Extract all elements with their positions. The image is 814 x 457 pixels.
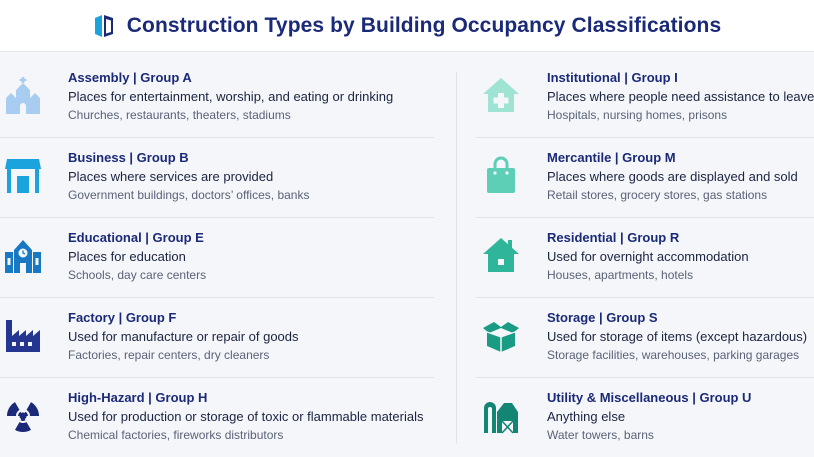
occupancy-title: Mercantile | Group M — [547, 150, 676, 165]
brand-logo-icon — [94, 14, 113, 37]
hospital-icon — [483, 78, 519, 112]
occupancy-description: Used for storage of items (except hazard… — [547, 329, 808, 344]
occupancy-examples: Government buildings, doctors’ offices, … — [68, 188, 310, 202]
occupancy-description: Used for production or storage of toxic … — [68, 409, 424, 424]
right-column: Institutional | Group I Places where peo… — [476, 58, 814, 457]
row-divider — [0, 377, 434, 378]
occupancy-description: Used for overnight accommodation — [547, 249, 749, 264]
occupancy-description: Anything else — [547, 409, 626, 424]
row-divider — [476, 377, 814, 378]
occupancy-description: Places where services are provided — [68, 169, 274, 184]
occupancy-row-educational: Educational | Group E Places for educati… — [0, 218, 434, 298]
occupancy-title: Institutional | Group I — [547, 70, 678, 85]
occupancy-examples: Factories, repair centers, dry cleaners — [68, 348, 270, 362]
occupancy-title: Assembly | Group A — [68, 70, 192, 85]
open-box-icon — [483, 322, 519, 352]
occupancy-title: Utility & Miscellaneous | Group U — [547, 390, 752, 405]
church-icon — [6, 77, 40, 114]
house-icon — [483, 238, 519, 272]
occupancy-row-assembly: Assembly | Group A Places for entertainm… — [0, 58, 434, 138]
occupancy-row-business: Business | Group B Places where services… — [0, 138, 434, 218]
occupancy-examples: Storage facilities, warehouses, parking … — [547, 348, 800, 362]
occupancy-examples: Schools, day care centers — [68, 268, 207, 282]
occupancy-examples: Chemical factories, fireworks distributo… — [68, 428, 284, 442]
occupancy-row-utility: Utility & Miscellaneous | Group U Anythi… — [476, 378, 814, 457]
occupancy-description: Places where people need assistance to l… — [547, 89, 814, 104]
occupancy-examples: Water towers, barns — [547, 428, 654, 442]
occupancy-title: High-Hazard | Group H — [68, 390, 208, 405]
occupancy-row-factory: Factory | Group F Used for manufacture o… — [0, 298, 434, 378]
radiation-icon — [6, 402, 40, 433]
occupancy-title: Educational | Group E — [68, 230, 204, 245]
occupancy-title: Business | Group B — [68, 150, 189, 165]
page-header: Construction Types by Building Occupancy… — [0, 0, 814, 52]
occupancy-description: Used for manufacture or repair of goods — [68, 329, 299, 344]
occupancy-description: Places where goods are displayed and sol… — [547, 169, 798, 184]
occupancy-row-residential: Residential | Group R Used for overnight… — [476, 218, 814, 298]
page-title: Construction Types by Building Occupancy… — [126, 13, 722, 37]
occupancy-row-mercantile: Mercantile | Group M Places where goods … — [476, 138, 814, 218]
occupancy-row-high-hazard: High-Hazard | Group H Used for productio… — [0, 378, 434, 457]
occupancy-examples: Hospitals, nursing homes, prisons — [547, 108, 728, 122]
row-divider — [0, 217, 434, 218]
occupancy-row-institutional: Institutional | Group I Places where peo… — [476, 58, 814, 138]
row-divider — [0, 137, 434, 138]
occupancy-title: Factory | Group F — [68, 310, 177, 325]
school-icon — [5, 240, 41, 273]
row-divider — [476, 137, 814, 138]
factory-icon — [6, 320, 40, 352]
occupancy-examples: Retail stores, grocery stores, gas stati… — [547, 188, 768, 202]
column-divider — [456, 72, 457, 444]
storefront-icon — [5, 159, 41, 193]
occupancy-examples: Churches, restaurants, theaters, stadium… — [68, 108, 291, 122]
occupancy-description: Places for education — [68, 249, 186, 264]
barn-icon — [484, 402, 518, 434]
occupancy-row-storage: Storage | Group S Used for storage of it… — [476, 298, 814, 378]
row-divider — [476, 217, 814, 218]
row-divider — [476, 297, 814, 298]
occupancy-title: Storage | Group S — [547, 310, 658, 325]
occupancy-examples: Houses, apartments, hotels — [547, 268, 694, 282]
occupancy-description: Places for entertainment, worship, and e… — [68, 89, 394, 104]
occupancy-title: Residential | Group R — [547, 230, 680, 245]
row-divider — [0, 297, 434, 298]
shopping-bag-icon — [487, 156, 515, 193]
left-column: Assembly | Group A Places for entertainm… — [0, 58, 434, 457]
